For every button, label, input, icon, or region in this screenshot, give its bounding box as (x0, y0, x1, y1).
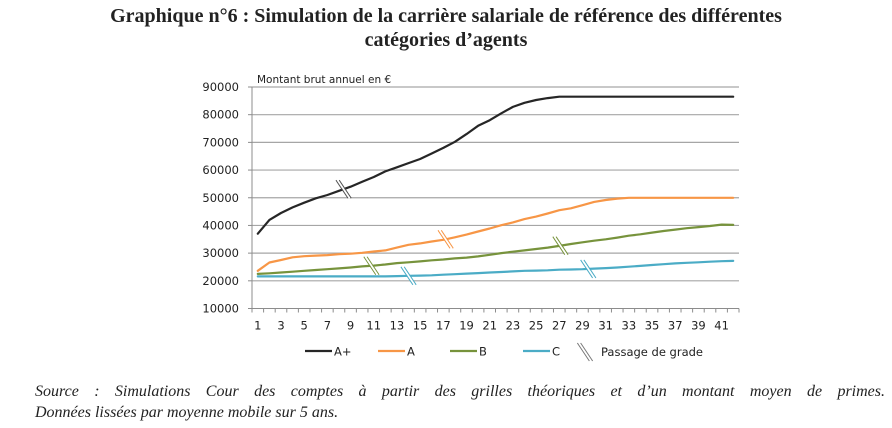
x-tick-label: 9 (347, 319, 354, 333)
legend-label: A+ (334, 345, 352, 359)
series-line-a (256, 196, 735, 272)
chart-title-line-1: Graphique n°6 : Simulation de la carrièr… (110, 5, 782, 27)
source-line-1: Source : Simulations Cour des comptes à … (35, 383, 885, 400)
x-tick-label: 13 (390, 319, 405, 333)
series-line-c (256, 259, 735, 278)
legend-label: A (407, 345, 415, 359)
y-tick-label: 50000 (202, 191, 239, 205)
legend-label: Passage de grade (601, 345, 703, 359)
gridlines (252, 86, 739, 282)
y-tick-label: 30000 (202, 246, 239, 260)
grade-passage-marker (335, 179, 352, 199)
x-tick-label: 23 (506, 319, 521, 333)
legend-label: C (552, 345, 560, 359)
x-tick-label: 29 (575, 319, 590, 333)
x-tick-label: 31 (598, 319, 613, 333)
legend-item-passage-de-grade: Passage de grade (576, 342, 703, 362)
legend-item-b: B (450, 345, 487, 359)
legend-item-a-plus: A+ (305, 345, 352, 359)
source-line-2: Données lissées par moyenne mobile sur 5… (35, 404, 339, 421)
x-tick-label: 11 (366, 319, 381, 333)
y-tick-label: 40000 (202, 218, 239, 232)
series-lines (256, 95, 735, 278)
x-tick-label: 7 (324, 319, 331, 333)
series-line-a-plus (256, 95, 735, 235)
line-chart: Montant brut annuel en € 10000 20000 30000… (202, 74, 740, 362)
source-note: Source : Simulations Cour des comptes à … (35, 381, 885, 423)
x-tick-label: 17 (436, 319, 451, 333)
x-tick-label: 41 (714, 319, 729, 333)
x-tick-label: 37 (668, 319, 683, 333)
y-tick-label: 80000 (202, 108, 239, 122)
y-tick-label: 60000 (202, 163, 239, 177)
x-tick-label: 27 (552, 319, 567, 333)
x-tick-label: 15 (413, 319, 428, 333)
series-line-b (256, 223, 735, 275)
grade-passage-marker (400, 266, 417, 286)
x-tick-label: 25 (529, 319, 544, 333)
y-axis: 10000 20000 30000 40000 50000 60000 70000 80000… (202, 80, 253, 316)
y-axis-label: Montant brut annuel en € (257, 74, 391, 86)
legend-label: B (479, 345, 487, 359)
x-tick-label: 5 (301, 319, 308, 333)
chart-title: Graphique n°6 : Simulation de la carrièr… (0, 4, 892, 52)
y-tick-label: 10000 (202, 302, 239, 316)
x-tick-label: 35 (645, 319, 660, 333)
x-axis: 1 3 5 7 9 11 13 15 17 19 21 23 25 27 29 31 33 35 37 39 41 (251, 308, 740, 333)
y-tick-label: 70000 (202, 135, 239, 149)
x-tick-label: 19 (459, 319, 474, 333)
x-tick-label: 33 (622, 319, 637, 333)
x-tick-label: 39 (691, 319, 706, 333)
grade-passage-marker (580, 259, 597, 279)
x-tick-label: 21 (482, 319, 497, 333)
legend: A+ A B C Passage de grade (305, 342, 703, 362)
legend-item-c: C (523, 345, 560, 359)
legend-item-a: A (378, 345, 415, 359)
grade-passage-marker (552, 236, 569, 256)
double-slash-icon (576, 342, 594, 362)
y-tick-label: 20000 (202, 274, 239, 288)
grade-passage-marker (363, 256, 380, 276)
x-tick-label: 1 (254, 319, 261, 333)
grade-passage-markers (335, 179, 597, 286)
grade-passage-marker (437, 229, 454, 249)
y-tick-label: 90000 (202, 80, 239, 94)
chart-title-line-2: catégories d’agents (364, 29, 528, 51)
x-tick-label: 3 (277, 319, 284, 333)
